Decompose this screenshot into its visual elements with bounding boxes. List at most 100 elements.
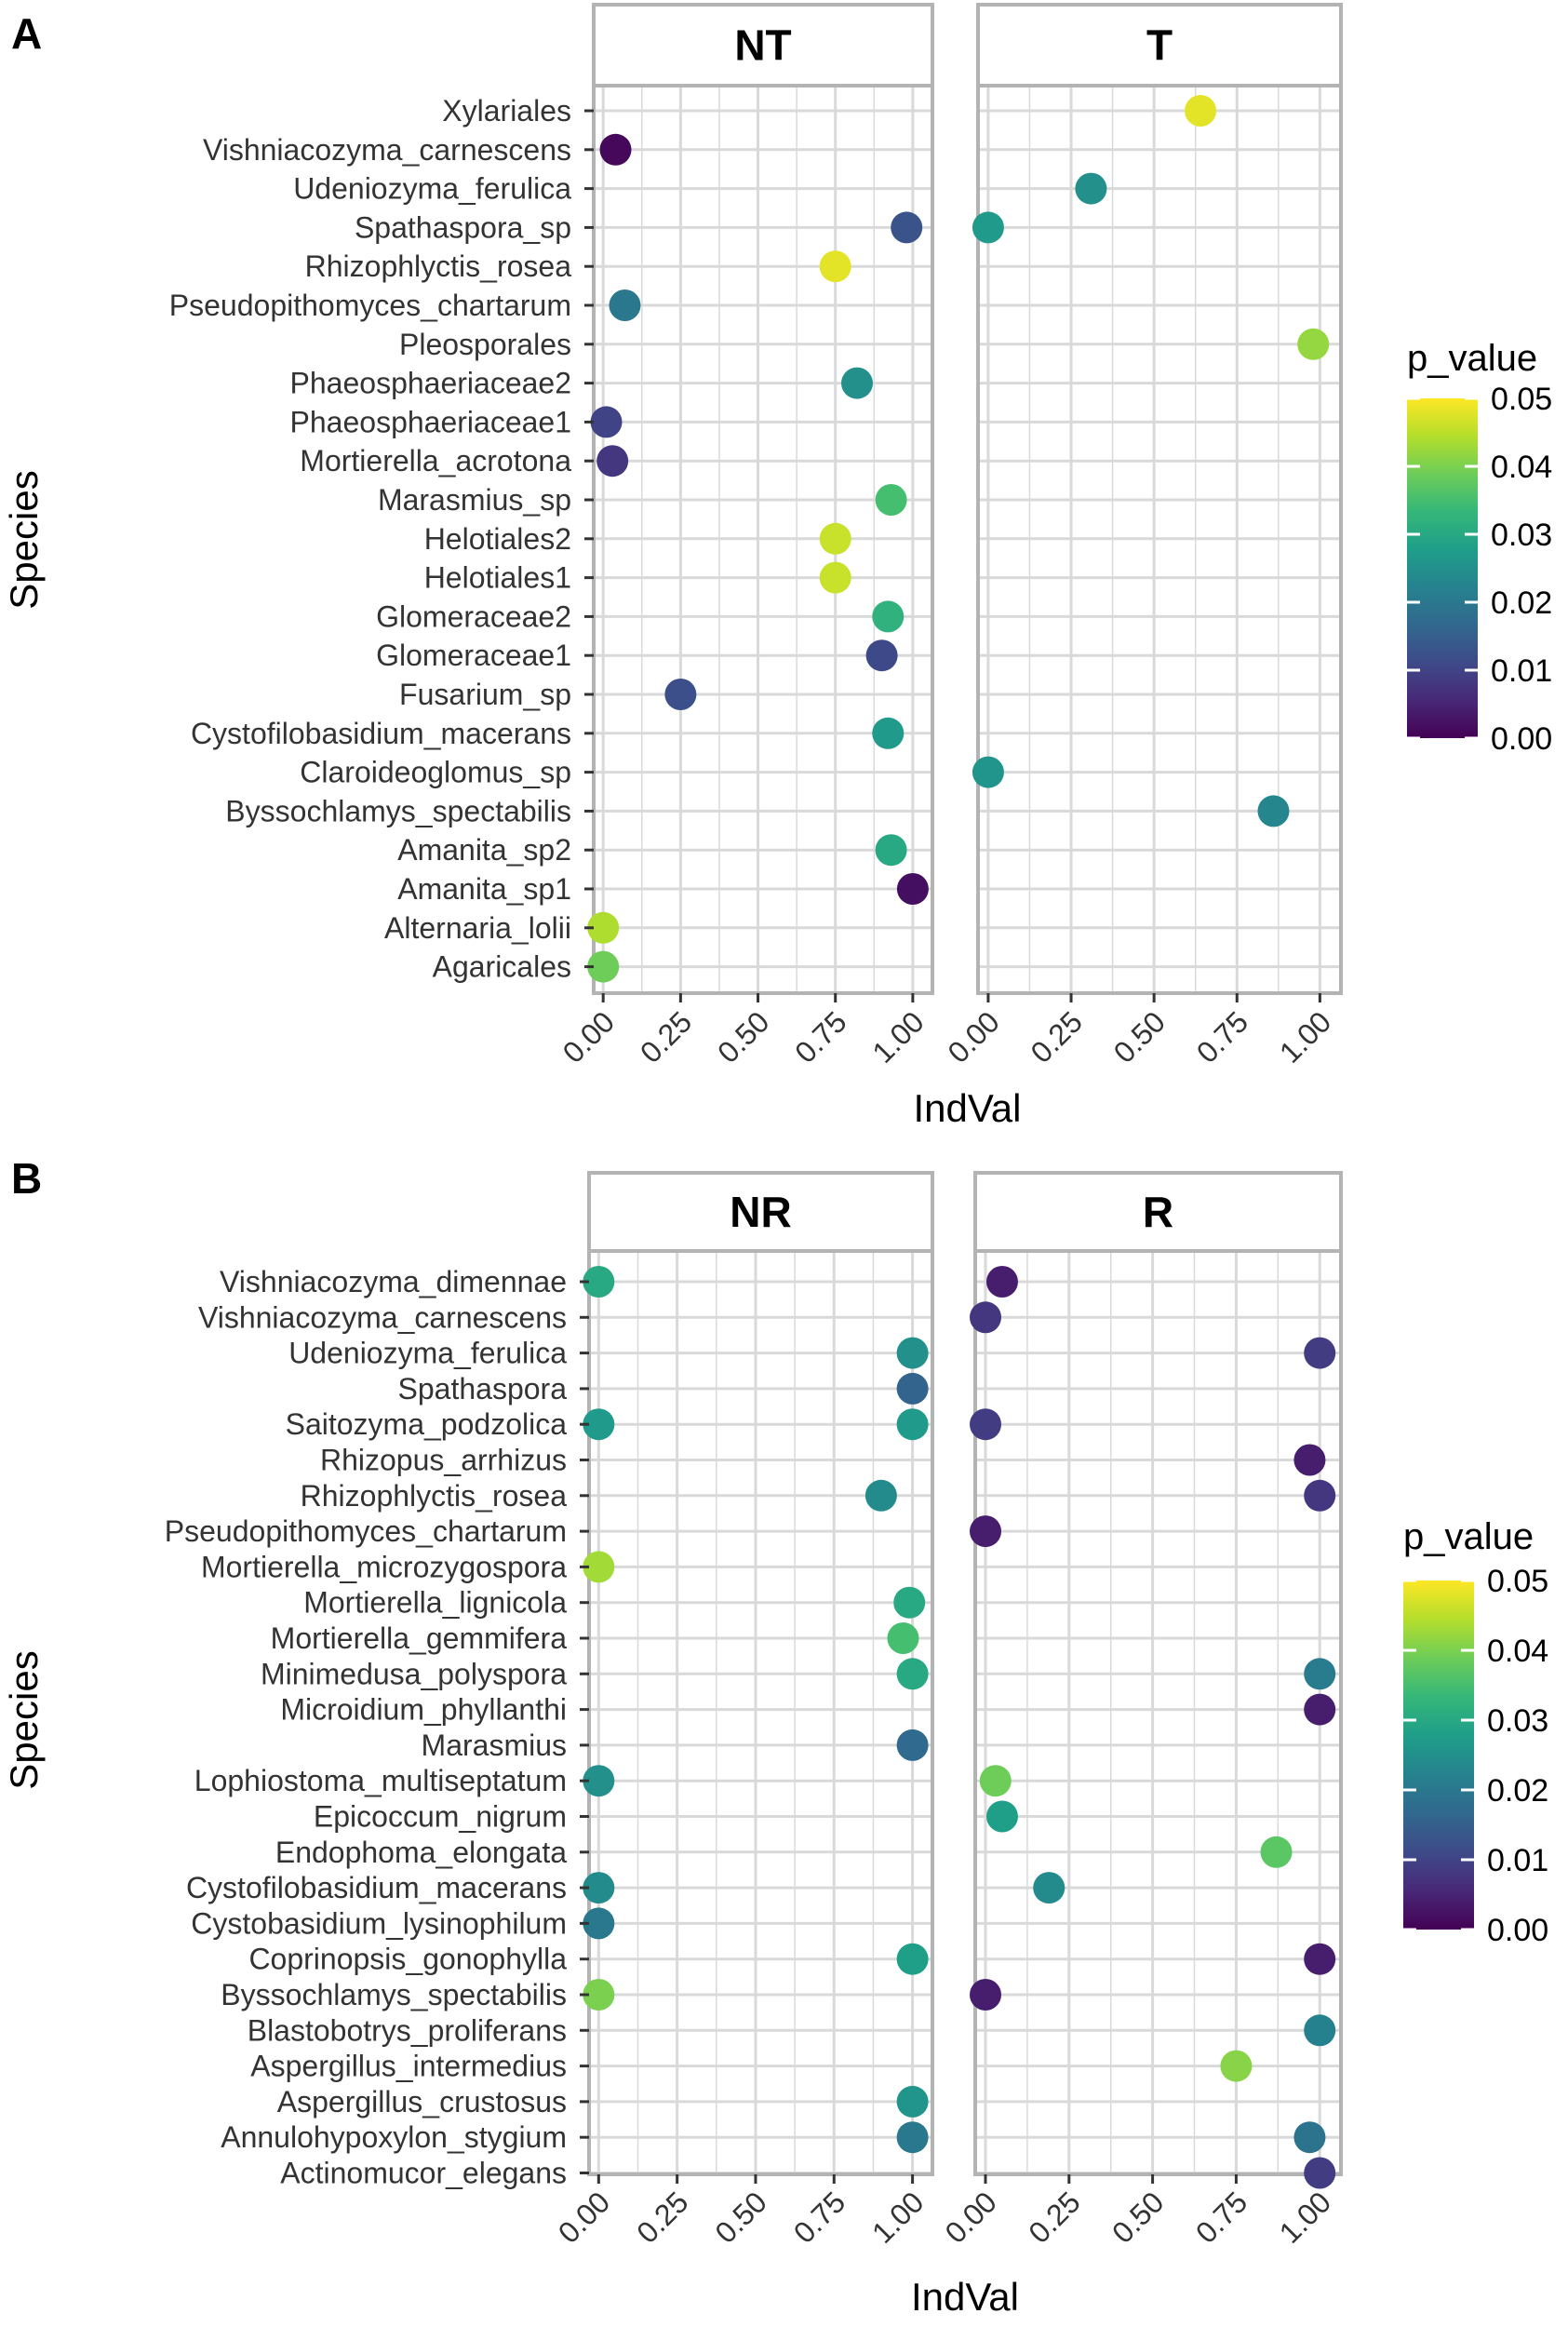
plot-border	[587, 1249, 934, 2176]
y-tick-label: Pseudopithomyces_chartarum	[169, 289, 571, 322]
plot-border	[973, 1249, 1343, 2176]
x-tick-label: 0.00	[552, 2185, 616, 2249]
point-Cystofilobasidium_macerans	[583, 1872, 615, 1904]
x-tick-label: 1.00	[865, 2185, 930, 2249]
legend-tick-label: 0.01	[1491, 653, 1552, 689]
point-Fusarium_sp	[664, 679, 697, 710]
point-Rhizophlyctis_rosea	[1304, 1479, 1336, 1512]
x-tick-label: 0.50	[1107, 1004, 1172, 1069]
point-Amanita_sp1	[896, 873, 929, 905]
y-tick-label: Marasmius	[422, 1728, 567, 1762]
y-tick-label: Phaeosphaeriaceae1	[290, 405, 571, 438]
point-Microidium_phyllanthi	[1304, 1693, 1336, 1726]
point-Saitozyma_podzolica	[896, 1408, 929, 1441]
point-Annulohypoxylon_stygium	[896, 2121, 929, 2154]
y-tick-label: Lophiostoma_multiseptatum	[194, 1764, 567, 1797]
x-tick-label: 0.50	[711, 1004, 775, 1069]
y-tick-label: Rhizopus_arrhizus	[320, 1444, 567, 1477]
x-tick-label: 0.75	[788, 1004, 852, 1069]
point-Actinomucor_elegans	[1304, 2157, 1336, 2189]
y-tick-label: Byssochlamys_spectabilis	[225, 794, 571, 827]
facet-strip	[976, 3, 1343, 87]
point-Helotiales2	[819, 522, 851, 555]
y-tick-label: Minimedusa_polyspora	[261, 1657, 567, 1690]
y-tick-label: Endophoma_elongata	[275, 1836, 567, 1869]
legend-title: p_value	[1407, 338, 1537, 379]
y-tick-label: Vishniacozyma_dimennae	[220, 1265, 567, 1298]
point-Phaeosphaeriaceae2	[841, 367, 874, 399]
point-Glomeraceae2	[872, 600, 905, 633]
x-tick-label: 0.75	[787, 2185, 851, 2249]
facet-strip-label: R	[1143, 1188, 1173, 1236]
point-Byssochlamys_spectabilis	[1257, 795, 1290, 827]
point-Pseudopithomyces_chartarum	[970, 1515, 1002, 1548]
point-Saitozyma_podzolica	[583, 1408, 615, 1441]
panel-letter: A	[11, 9, 42, 58]
point-Phaeosphaeriaceae1	[590, 406, 623, 438]
point-Epicoccum_nigrum	[985, 1800, 1018, 1833]
y-tick-label: Epicoccum_nigrum	[314, 1800, 567, 1834]
point-Marasmius_sp	[875, 484, 907, 516]
y-axis-title: Species	[2, 1650, 46, 1789]
legend: p_value 0.00 0.01 0.02 0.03 0.04 0.05	[1407, 338, 1552, 757]
y-tick-label: Rhizophlyctis_rosea	[301, 1479, 568, 1513]
facet-strip	[973, 1171, 1343, 1253]
y-tick-label: Blastobotrys_proliferans	[248, 2013, 567, 2047]
y-tick-label: Mortierella_microzygospora	[201, 1550, 567, 1583]
point-Marasmius	[896, 1728, 929, 1761]
point-Endophoma_elongata	[1260, 1836, 1293, 1868]
y-tick-label: Spathaspora	[398, 1372, 568, 1406]
y-tick-label: Udeniozyma_ferulica	[293, 172, 571, 206]
x-tick-label: 1.00	[865, 1004, 930, 1069]
point-Rhizophlyctis_rosea	[819, 250, 851, 283]
y-tick-label: Vishniacozyma_carnescens	[198, 1300, 567, 1334]
legend: p_value 0.00 0.01 0.02 0.03 0.04 0.05	[1403, 1516, 1548, 1948]
point-Lophiostoma_multiseptatum	[979, 1765, 1012, 1797]
point-Saitozyma_podzolica	[970, 1408, 1002, 1441]
y-tick-label: Annulohypoxylon_stygium	[221, 2120, 567, 2154]
legend-tick-label: 0.00	[1491, 721, 1552, 757]
legend-colorbar	[1407, 398, 1478, 738]
legend-tick-label: 0.02	[1491, 585, 1552, 621]
y-tick-label: Cystobasidium_lysinophilum	[191, 1906, 567, 1940]
y-tick-label: Mortierella_gemmifera	[271, 1621, 568, 1655]
y-axis-title: Species	[2, 470, 46, 609]
x-tick-label: 0.25	[634, 1004, 698, 1069]
y-tick-label: Cystofilobasidium_macerans	[191, 717, 571, 750]
point-Spathaspora_sp	[891, 211, 923, 244]
y-tick-label: Cystofilobasidium_macerans	[186, 1871, 567, 1904]
y-tick-label: Phaeosphaeriaceae2	[290, 367, 571, 400]
y-tick-label: Mortierella_lignicola	[303, 1586, 567, 1620]
x-axis-title: IndVal	[914, 1086, 1022, 1130]
y-tick-label: Rhizophlyctis_rosea	[305, 249, 572, 283]
legend-tick-label: 0.00	[1487, 1913, 1548, 1948]
facet-strip-label: NR	[730, 1188, 791, 1236]
point-Mortierella_lignicola	[893, 1586, 926, 1619]
y-tick-label: Mortierella_acrotona	[300, 444, 571, 478]
y-tick-label: Glomeraceae1	[376, 639, 571, 672]
y-tick-label: Pseudopithomyces_chartarum	[165, 1514, 567, 1548]
point-Rhizophlyctis_rosea	[864, 1479, 897, 1512]
y-tick-label: Pleosporales	[399, 328, 571, 361]
point-Minimedusa_polyspora	[1304, 1658, 1336, 1690]
x-tick-label: 0.00	[941, 1004, 1005, 1069]
point-Agaricales	[587, 950, 620, 983]
y-tick-label: Aspergillus_crustosus	[277, 2085, 567, 2119]
legend-tick-label: 0.01	[1487, 1843, 1548, 1878]
plot-border	[976, 84, 1343, 995]
y-tick-label: Marasmius_sp	[378, 483, 571, 517]
x-tick-label: 1.00	[1273, 2185, 1337, 2249]
point-Amanita_sp2	[875, 834, 907, 867]
y-tick-label: Glomeraceae2	[376, 599, 571, 633]
point-Aspergillus_crustosus	[896, 2085, 929, 2118]
y-tick-label: Amanita_sp1	[397, 872, 571, 906]
point-Coprinopsis_gonophylla	[1304, 1943, 1336, 1975]
facet-T: T 0.00 0.25 0.50 0.75 1.00	[941, 3, 1343, 1069]
x-tick-label: 0.25	[630, 2185, 694, 2249]
point-Coprinopsis_gonophylla	[896, 1943, 929, 1975]
x-tick-label: 0.75	[1189, 2185, 1253, 2249]
point-Pseudopithomyces_chartarum	[609, 289, 641, 321]
